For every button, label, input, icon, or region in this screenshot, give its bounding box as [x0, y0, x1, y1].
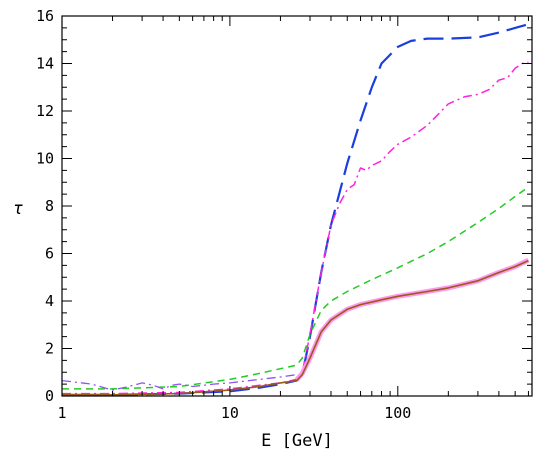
y-tick-label: 12: [36, 102, 54, 120]
y-tick-label: 8: [45, 197, 54, 215]
y-tick-label: 2: [45, 340, 54, 358]
x-axis-label: E [GeV]: [261, 431, 333, 451]
series-line-4: [61, 373, 297, 391]
y-tick-label: 0: [45, 387, 54, 405]
y-axis-label: τ: [13, 199, 23, 219]
x-tick-label: 100: [384, 404, 411, 422]
y-tick-label: 4: [45, 292, 54, 310]
x-tick-label: 1: [57, 404, 66, 422]
y-tick-label: 10: [36, 150, 54, 168]
y-tick-label: 16: [36, 7, 54, 25]
x-tick-label: 10: [221, 404, 239, 422]
y-tick-label: 14: [36, 55, 54, 73]
series-line-2: [62, 61, 529, 395]
series-line-6: [62, 259, 529, 396]
series-layer: [61, 23, 530, 396]
series-line-3: [62, 186, 529, 390]
series-line-1: [62, 23, 529, 396]
ticks-layer: 1 10 100 0 2 4 6 8 10 12 14 16: [36, 7, 532, 422]
y-tick-label: 6: [45, 245, 54, 263]
